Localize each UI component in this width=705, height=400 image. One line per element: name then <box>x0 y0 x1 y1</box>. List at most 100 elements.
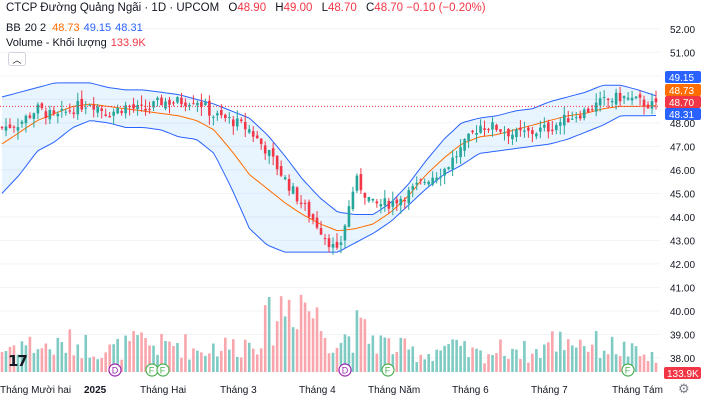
candle-body <box>451 157 454 170</box>
candle-body <box>535 133 538 137</box>
volume-bar <box>60 342 64 372</box>
candle-body <box>415 182 419 185</box>
candle-body <box>204 102 207 105</box>
gear-icon[interactable]: ⚙ <box>678 381 690 396</box>
volume-bar <box>551 331 554 372</box>
volume-bar <box>467 357 470 372</box>
volume-bar <box>327 353 331 372</box>
candle-body <box>487 129 490 131</box>
volume-bar <box>279 296 283 372</box>
candle-body <box>88 105 92 107</box>
candle-body <box>104 114 107 116</box>
volume-bar <box>76 344 80 372</box>
ohlc-close-value: 48.70 −0.10 (−0.20%) <box>374 2 486 14</box>
candle-body <box>243 122 247 130</box>
candle-body <box>255 135 259 139</box>
candle-body <box>383 198 387 206</box>
candle-body <box>239 119 243 121</box>
candle-body <box>590 109 594 111</box>
volume-bar <box>40 348 44 372</box>
candle-body <box>112 111 115 116</box>
bb-label: BB <box>6 22 21 34</box>
event-marker <box>338 363 352 377</box>
legend-bb-row[interactable]: BB 20 2 48.73 49.15 48.31 <box>6 22 143 34</box>
candle-body <box>606 98 610 101</box>
candle-body <box>491 122 494 130</box>
candle-body <box>40 103 44 109</box>
volume-bar <box>28 336 32 372</box>
price-tag-label: 48.31 <box>669 110 694 121</box>
volume-bar <box>439 350 442 372</box>
candle-body <box>423 181 427 183</box>
bb-upper-value: 49.15 <box>83 22 112 34</box>
volume-bar <box>403 338 407 372</box>
legend-volume-row[interactable]: Volume - Khối lượng 133.9K <box>6 37 146 49</box>
candle-body <box>359 174 363 191</box>
volume-bar <box>630 343 634 372</box>
volume-bar <box>355 310 359 372</box>
event-marker-label: F <box>625 366 631 376</box>
candle-body <box>315 217 319 228</box>
candle-body <box>295 187 299 202</box>
candle-body <box>283 177 287 180</box>
volume-bar <box>634 346 638 372</box>
candle-body <box>136 104 139 110</box>
volume-bar <box>8 346 12 372</box>
candle-body <box>188 104 191 107</box>
candle-body <box>180 97 183 105</box>
candle-body <box>618 92 622 102</box>
candle-body <box>574 117 578 119</box>
candle-body <box>355 175 359 191</box>
y-tick-label: 38.00 <box>670 354 695 365</box>
volume-bar <box>224 337 227 372</box>
candle-body <box>120 111 123 113</box>
bb-band-fill <box>2 82 656 253</box>
candle-body <box>626 97 630 100</box>
candle-body <box>311 214 315 220</box>
price-tag-bg <box>665 108 701 120</box>
candle-body <box>44 111 48 119</box>
volume-bar <box>287 299 291 372</box>
candle-body <box>220 109 223 116</box>
candle-body <box>602 96 606 98</box>
candle-body <box>52 110 56 114</box>
candle-body <box>64 111 68 113</box>
volume-bar <box>379 335 383 372</box>
candle-body <box>379 204 383 207</box>
candle-body <box>638 94 642 98</box>
ohlc-open-value: 48.90 <box>237 2 267 14</box>
candle-body <box>539 127 542 132</box>
volume-bar <box>12 345 16 372</box>
candle-body <box>92 104 96 110</box>
volume-bar <box>479 350 482 372</box>
y-tick-label: 45.00 <box>670 189 695 200</box>
collapse-legend-button[interactable]: ︿ <box>8 52 26 66</box>
volume-bar <box>295 329 299 372</box>
volume-bar <box>84 334 88 372</box>
volume-bar <box>487 354 490 372</box>
candle-body <box>594 102 598 112</box>
volume-bar <box>407 349 411 372</box>
candle-body <box>555 125 558 131</box>
tradingview-logo[interactable]: 17 <box>8 352 28 370</box>
volume-bar <box>80 358 84 372</box>
y-tick-label: 39.00 <box>670 330 695 341</box>
volume-bar <box>351 352 355 372</box>
volume-bar <box>231 339 235 372</box>
volume-bar <box>335 347 339 372</box>
candle-body <box>28 115 32 118</box>
bb-basis-value: 48.73 <box>52 22 80 34</box>
volume-bar <box>359 317 363 372</box>
volume-bar <box>443 345 446 372</box>
volume-bar <box>363 319 367 372</box>
x-tick-label: Tháng Hai <box>140 385 186 396</box>
candle-body <box>403 200 407 202</box>
volume-bar <box>128 341 131 372</box>
candle-body <box>16 127 20 131</box>
y-tick-label: 52.00 <box>670 25 695 36</box>
event-marker-label: F <box>160 366 166 376</box>
x-tick-label: Tháng Năm <box>368 385 420 396</box>
volume-bar <box>168 341 171 372</box>
volume-bar <box>112 344 115 372</box>
